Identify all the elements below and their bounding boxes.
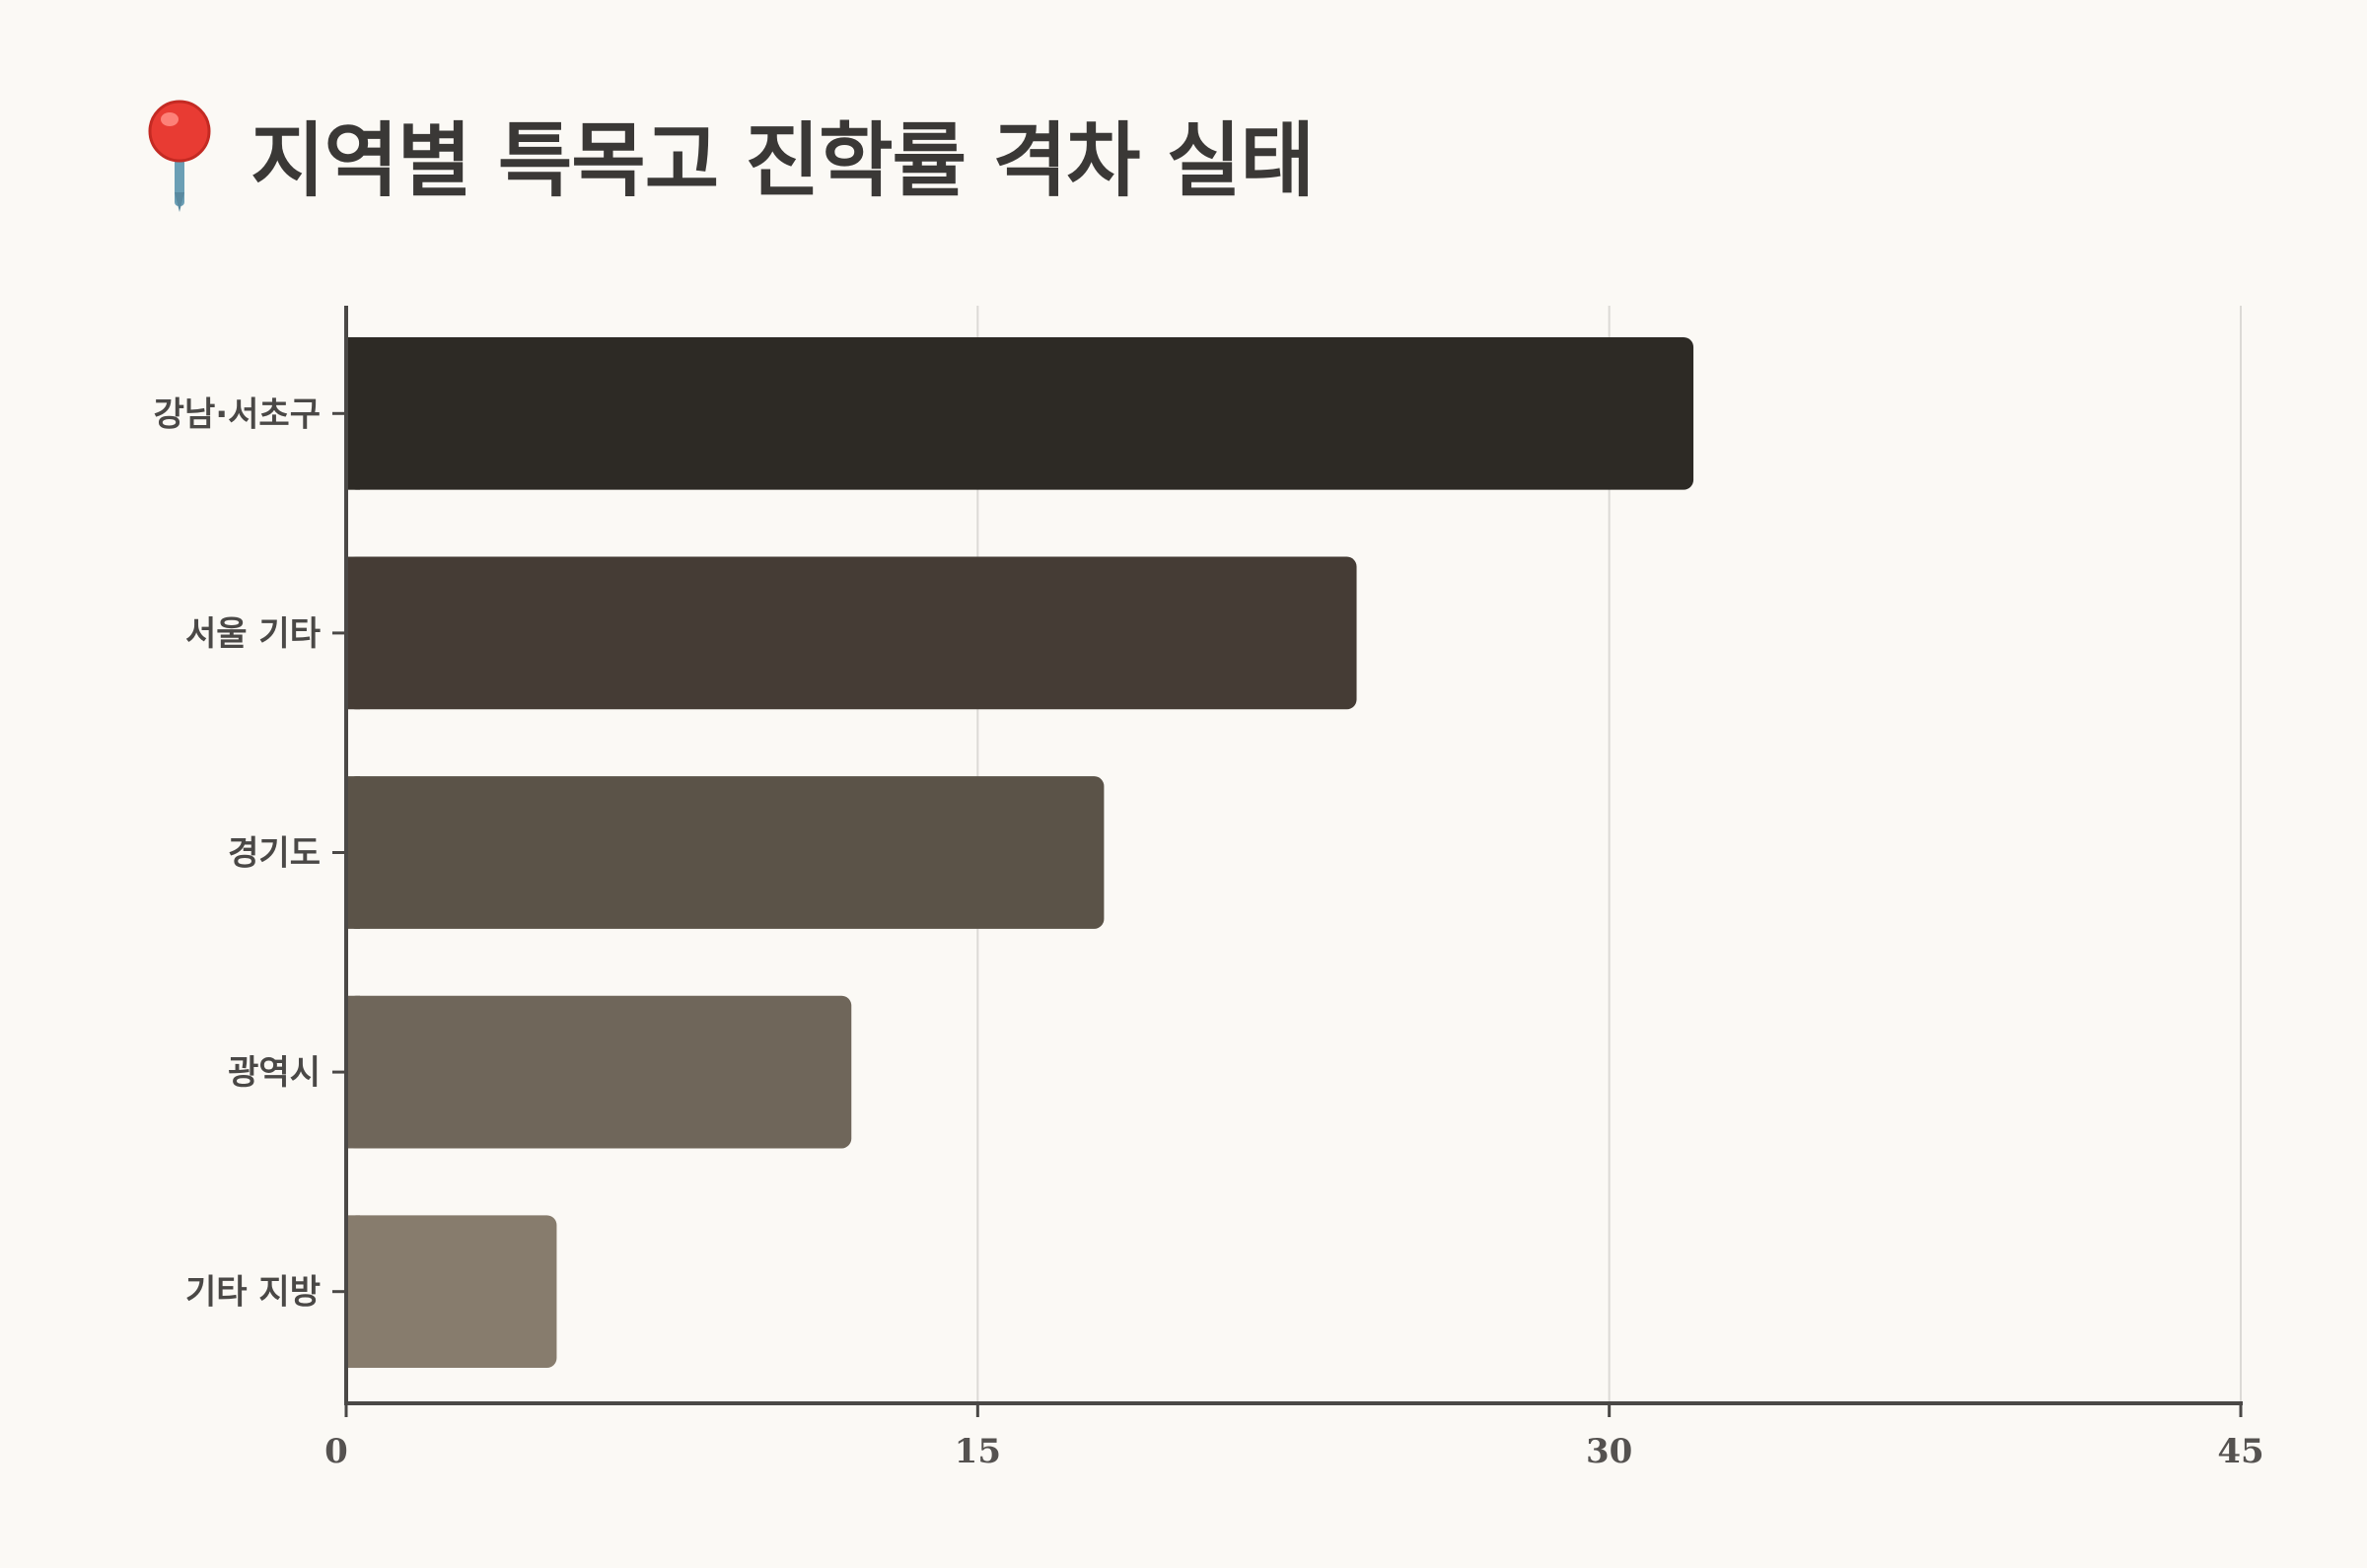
category-label: 기타 지방 xyxy=(185,1273,321,1313)
bar-left-edge xyxy=(346,336,360,490)
bar xyxy=(346,776,1105,929)
round-pushpin-icon xyxy=(148,100,211,212)
bars xyxy=(346,336,1694,1369)
bar xyxy=(346,1215,557,1369)
chart-title: 지역별 특목고 진학률 격차 실태 xyxy=(251,113,1315,208)
x-tick-label: 30 xyxy=(1586,1432,1632,1471)
category-label: 경기도 xyxy=(228,834,321,874)
x-tick-label: 15 xyxy=(955,1432,1001,1471)
category-label: 광역시 xyxy=(228,1053,321,1093)
x-tick-label: 0 xyxy=(324,1432,348,1471)
bar-left-edge xyxy=(346,776,360,929)
bar xyxy=(346,556,1357,710)
bar xyxy=(346,336,1694,490)
category-label: 서울 기타 xyxy=(185,614,321,654)
x-tick-label: 45 xyxy=(2217,1432,2263,1471)
bar xyxy=(346,995,852,1149)
bar-left-edge xyxy=(346,556,360,710)
bar-left-edge xyxy=(346,1215,360,1369)
axes xyxy=(332,306,2243,1417)
category-label: 강남·서초구 xyxy=(154,394,321,434)
bar-left-edge xyxy=(346,995,360,1149)
title-row: 지역별 특목고 진학률 격차 실태 xyxy=(130,94,1315,212)
